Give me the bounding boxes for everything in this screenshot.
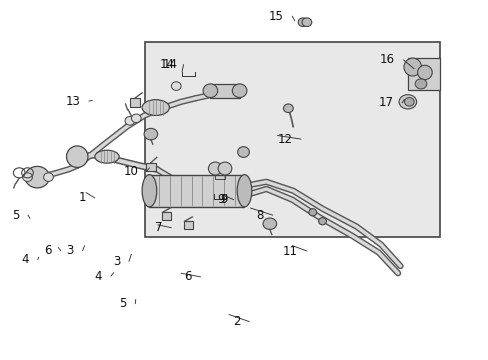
Text: 5: 5	[119, 297, 126, 310]
Ellipse shape	[417, 65, 431, 80]
Text: 4: 4	[21, 253, 29, 266]
Ellipse shape	[308, 209, 316, 216]
Text: 16: 16	[379, 53, 394, 66]
Text: 2: 2	[233, 315, 240, 328]
Bar	[130, 98, 140, 107]
Text: 6: 6	[184, 270, 191, 283]
Bar	[407, 58, 439, 90]
Ellipse shape	[398, 95, 416, 109]
Ellipse shape	[171, 82, 181, 90]
Ellipse shape	[25, 166, 49, 188]
Text: 1: 1	[79, 192, 86, 204]
Text: 3: 3	[66, 244, 74, 257]
Text: 9: 9	[217, 193, 224, 206]
Ellipse shape	[237, 147, 249, 157]
Text: 4: 4	[94, 270, 102, 283]
Ellipse shape	[404, 98, 413, 106]
Text: 3: 3	[113, 255, 120, 268]
Ellipse shape	[142, 175, 157, 207]
Text: 9: 9	[220, 193, 227, 206]
Text: 12: 12	[277, 132, 292, 145]
Ellipse shape	[203, 84, 217, 98]
Text: 13: 13	[65, 95, 80, 108]
Bar	[149, 175, 244, 207]
Ellipse shape	[302, 18, 311, 27]
Ellipse shape	[283, 104, 293, 113]
Text: 6: 6	[44, 244, 52, 257]
Ellipse shape	[125, 117, 135, 125]
Bar	[146, 163, 156, 171]
Text: 14: 14	[163, 58, 177, 71]
Text: 8: 8	[256, 209, 264, 222]
Text: 10: 10	[123, 165, 138, 177]
Ellipse shape	[131, 114, 141, 123]
Ellipse shape	[318, 218, 326, 225]
Ellipse shape	[403, 58, 421, 76]
Ellipse shape	[298, 18, 307, 27]
Ellipse shape	[43, 173, 53, 181]
Ellipse shape	[414, 79, 426, 89]
Text: 14: 14	[160, 58, 174, 71]
Bar	[161, 212, 171, 220]
Text: 7: 7	[155, 221, 162, 234]
Text: 15: 15	[268, 10, 283, 23]
Ellipse shape	[66, 146, 88, 167]
Text: 5: 5	[12, 209, 19, 222]
Text: 17: 17	[377, 96, 392, 109]
Ellipse shape	[95, 150, 119, 163]
Ellipse shape	[144, 129, 158, 140]
Ellipse shape	[263, 218, 276, 229]
Ellipse shape	[232, 84, 246, 98]
Text: 11: 11	[283, 244, 298, 257]
Ellipse shape	[22, 173, 32, 181]
Ellipse shape	[142, 100, 169, 116]
Bar	[144, 42, 439, 237]
Ellipse shape	[218, 162, 231, 175]
Bar	[210, 84, 239, 98]
Ellipse shape	[208, 162, 222, 175]
Ellipse shape	[237, 175, 251, 207]
Bar	[183, 221, 193, 229]
